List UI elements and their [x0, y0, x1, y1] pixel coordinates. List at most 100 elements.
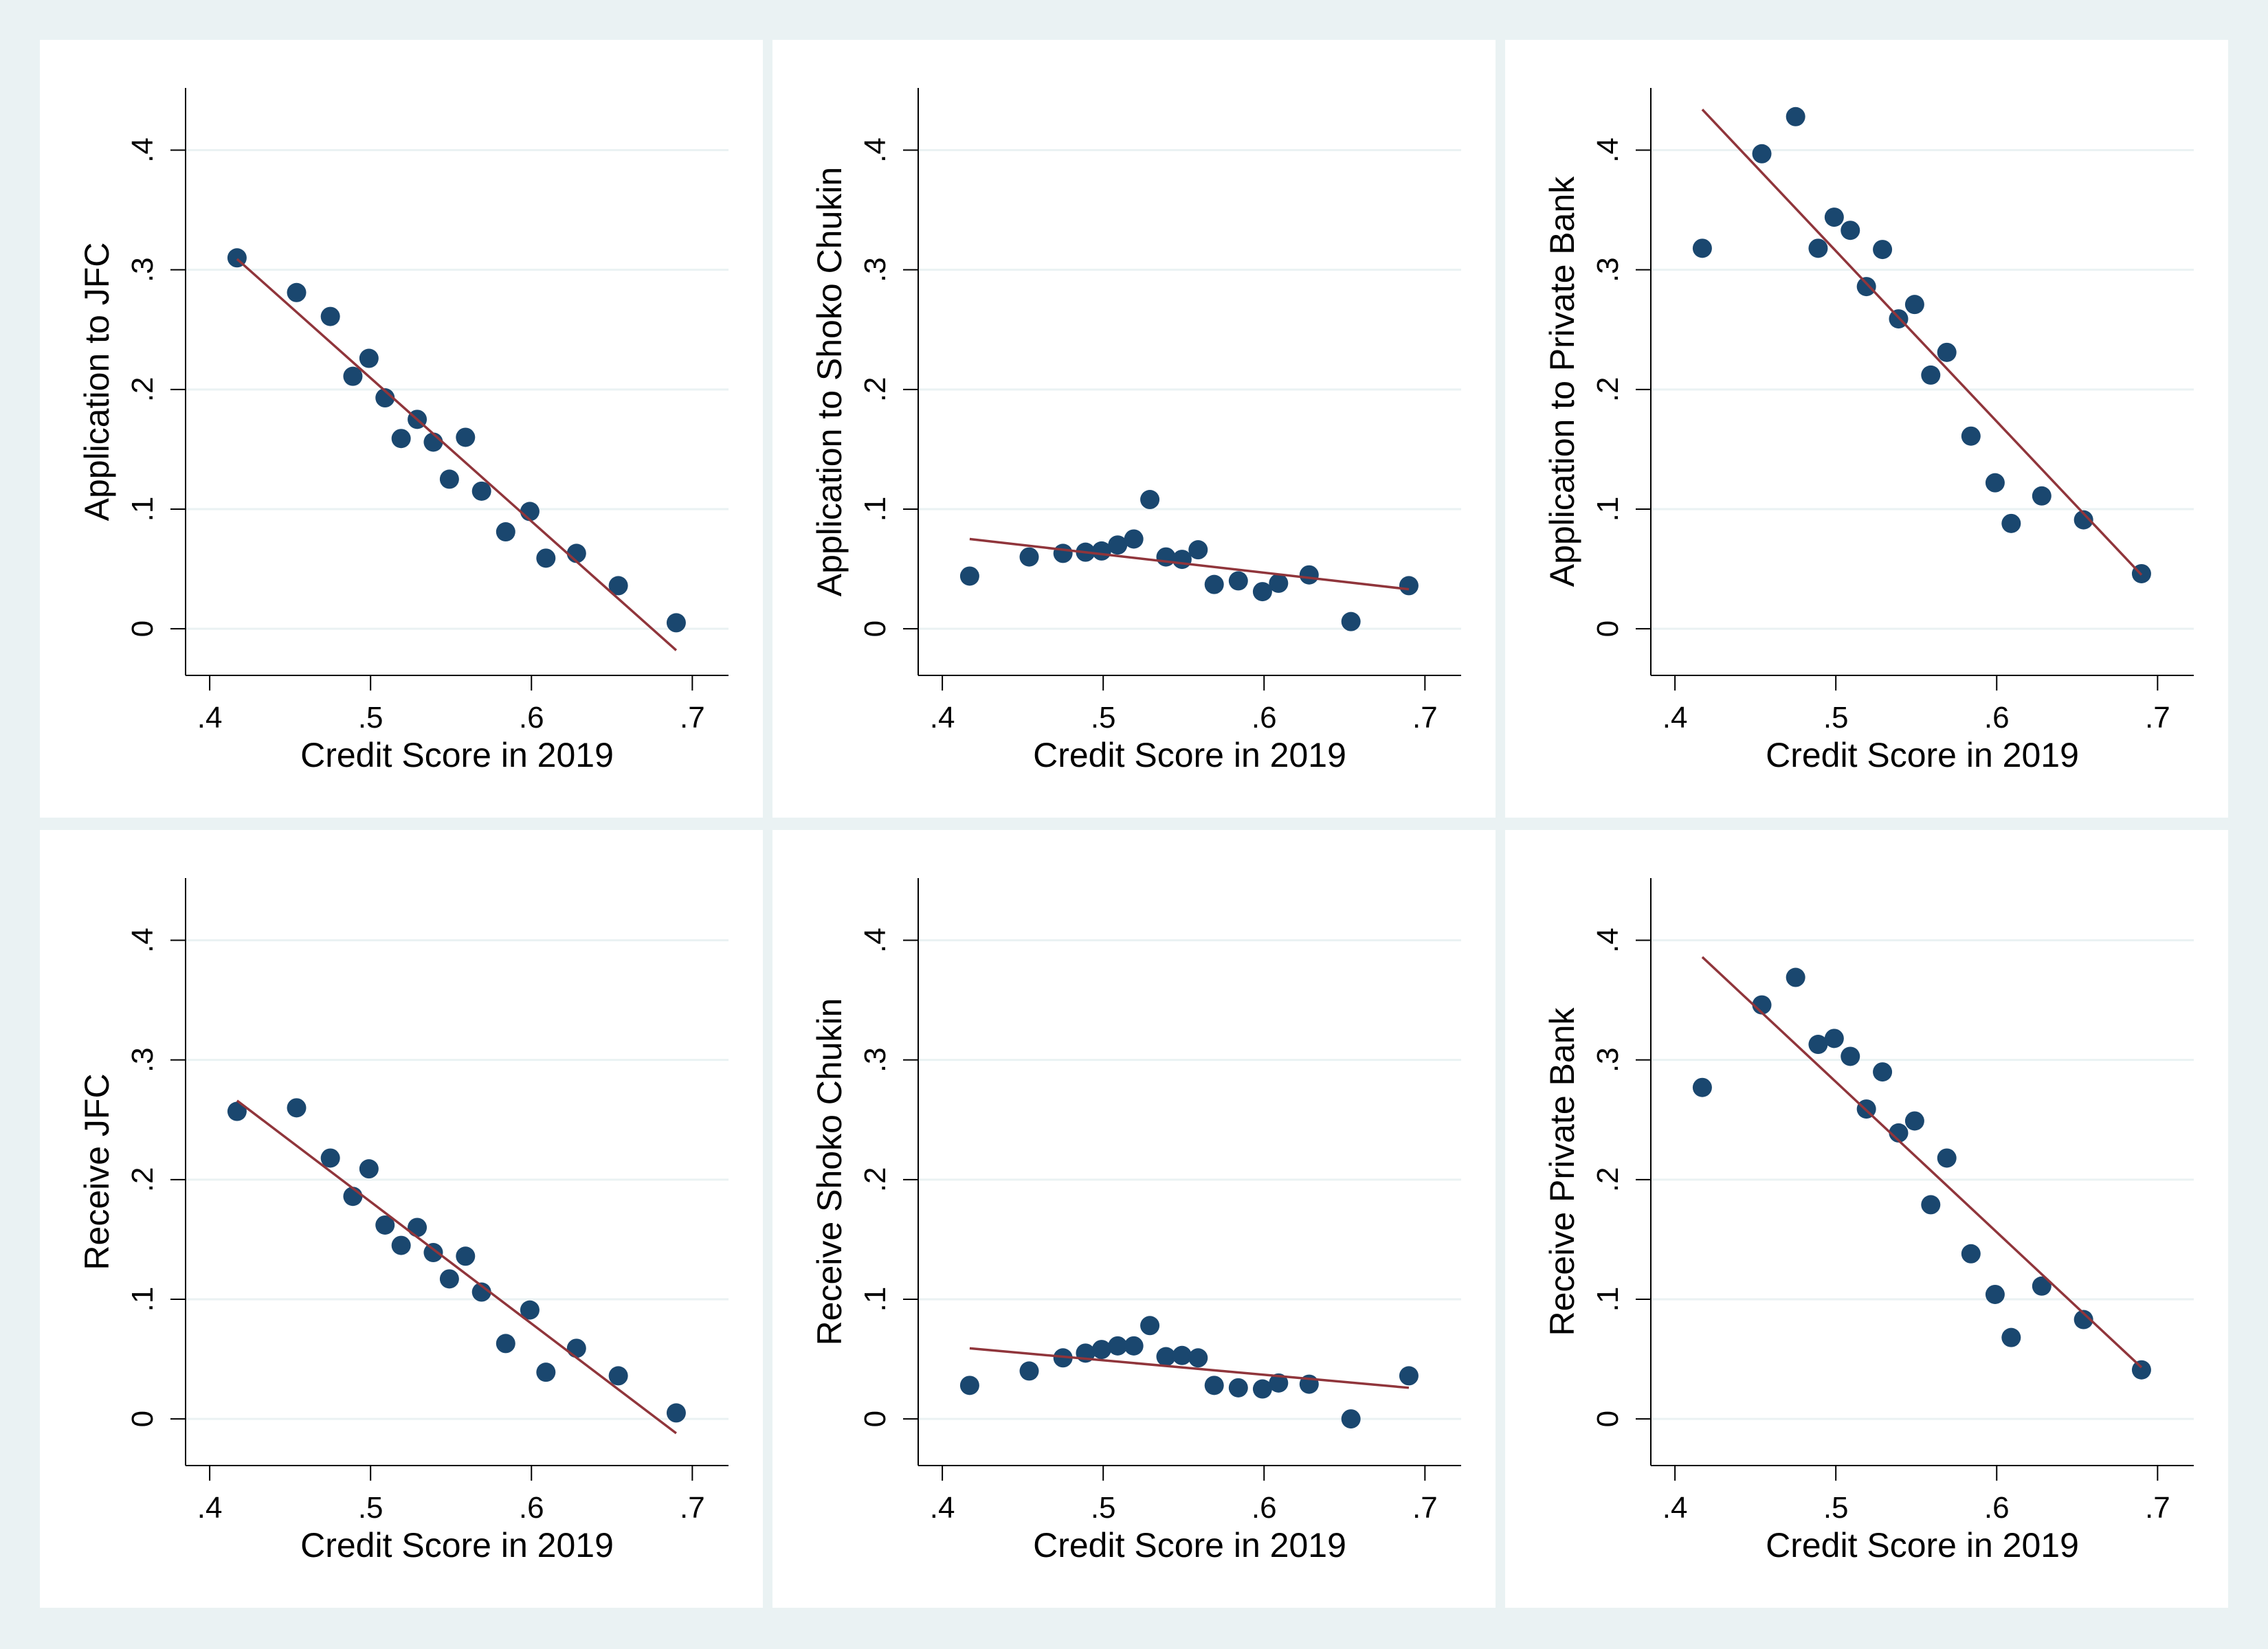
x-tick-label: .5: [358, 701, 383, 734]
data-point: [439, 1269, 459, 1289]
y-tick-label: .2: [1591, 1167, 1625, 1192]
data-point: [1140, 1316, 1160, 1336]
y-axis-title: Application to Shoko Chukin: [810, 167, 849, 596]
x-tick-label: .7: [2145, 1491, 2170, 1525]
data-point: [1692, 238, 1712, 258]
data-point: [471, 481, 491, 501]
y-tick-label: 0: [1591, 1411, 1625, 1427]
panel-2: 0 .1 .2 .3 .4 .4 .5 .6 .7 Credit Score in 2019 App…: [772, 40, 1496, 818]
data-point: [320, 1148, 340, 1168]
y-axis-title: Receive JFC: [78, 1073, 116, 1270]
data-point: [1873, 240, 1893, 260]
panel-background: [772, 40, 1496, 818]
panel-5: 0 .1 .2 .3 .4 .4 .5 .6 .7 Credit Score in 2019 Rec…: [772, 830, 1496, 1608]
data-point: [1921, 1195, 1941, 1215]
data-point: [496, 1334, 515, 1354]
x-axis-title: Credit Score in 2019: [1766, 736, 2079, 774]
x-tick-label: .4: [930, 1491, 955, 1525]
y-tick-label: .4: [1591, 137, 1625, 163]
data-point: [1156, 547, 1176, 567]
data-point: [1252, 1379, 1272, 1399]
y-tick-label: .4: [858, 137, 892, 163]
data-point: [608, 576, 628, 596]
y-tick-label: .2: [126, 377, 159, 402]
data-point: [2001, 513, 2021, 533]
x-tick-label: .4: [1663, 1491, 1688, 1525]
y-tick-label: 0: [1591, 620, 1625, 637]
fit-line: [969, 1347, 1410, 1389]
panel-3: 0 .1 .2 .3 .4 .4 .5 .6 .7 Credit Score in 2019 App…: [1505, 40, 2228, 818]
data-point: [1124, 529, 1144, 549]
y-tick-label: .3: [1591, 257, 1625, 282]
data-point: [1053, 543, 1073, 563]
y-tick-label: .3: [1591, 1047, 1625, 1073]
panel-1: 0 .1 .2 .3 .4 .4 .5 .6 .7 Credit Score in 2019 App…: [40, 40, 763, 818]
panel-6: 0 .1 .2 .3 .4 .4 .5 .6 .7 Credit Score in 2019 Rec…: [1505, 830, 2228, 1608]
x-tick-label: .6: [519, 701, 544, 734]
y-tick-label: .2: [126, 1167, 159, 1192]
fit-line: [236, 1099, 677, 1435]
y-tick-label: .2: [858, 1167, 892, 1192]
x-axis-title: Credit Score in 2019: [300, 736, 614, 774]
y-tick-label: .1: [126, 497, 159, 522]
data-point: [1341, 612, 1361, 631]
y-tick-label: .4: [858, 928, 892, 953]
data-point: [2131, 1360, 2151, 1380]
data-point: [343, 366, 363, 386]
fit-line: [1701, 956, 2143, 1369]
data-point: [375, 388, 395, 408]
x-tick-label: .7: [2145, 701, 2170, 734]
x-tick-label: .7: [680, 701, 705, 734]
panel-background: [40, 830, 763, 1608]
data-point: [666, 1403, 686, 1423]
y-axis-title: Receive Shoko Chukin: [810, 998, 849, 1346]
x-tick-label: .6: [519, 1491, 544, 1525]
data-point: [1228, 571, 1248, 591]
x-tick-label: .7: [1412, 701, 1438, 734]
data-point: [1985, 473, 2005, 493]
fit-line: [236, 258, 678, 651]
data-point: [520, 502, 540, 521]
data-point: [1269, 1373, 1289, 1393]
data-point: [1961, 426, 1981, 446]
data-point: [456, 427, 476, 447]
data-point: [608, 1366, 628, 1386]
data-point: [1889, 1123, 1909, 1143]
data-point: [1692, 1077, 1712, 1097]
data-point: [566, 1338, 586, 1358]
data-point: [1269, 573, 1289, 593]
data-point: [227, 1101, 247, 1121]
data-point: [666, 613, 686, 633]
y-tick-label: 0: [858, 1411, 892, 1427]
x-axis-title: Credit Score in 2019: [1033, 1526, 1346, 1564]
data-point: [1188, 540, 1208, 560]
x-tick-label: .6: [1252, 701, 1277, 734]
data-point: [1172, 550, 1192, 570]
data-point: [391, 1235, 411, 1255]
data-point: [439, 469, 459, 489]
panel-background: [40, 40, 763, 818]
x-tick-label: .6: [1252, 1491, 1277, 1525]
x-axis-title: Credit Score in 2019: [1766, 1526, 2079, 1564]
data-point: [456, 1246, 476, 1266]
panel-4: 0 .1 .2 .3 .4 .4 .5 .6 .7 Credit Score in 2019 Rec…: [40, 830, 763, 1608]
data-point: [1752, 144, 1772, 164]
panels: 0 .1 .2 .3 .4 .4 .5 .6 .7 Credit Score in 2019 App…: [40, 40, 2228, 1608]
data-point: [1856, 277, 1876, 297]
y-tick-label: .3: [858, 257, 892, 282]
data-point: [1399, 1366, 1419, 1386]
x-tick-label: .6: [1984, 701, 2010, 734]
x-tick-label: .6: [1984, 1491, 2010, 1525]
data-point: [1172, 1345, 1192, 1365]
y-tick-label: .4: [1591, 928, 1625, 953]
x-tick-label: .7: [680, 1491, 705, 1525]
y-tick-label: .4: [126, 928, 159, 953]
y-axis-title: Application to JFC: [78, 243, 116, 521]
data-point: [1108, 1336, 1128, 1356]
data-point: [423, 1243, 443, 1263]
data-point: [1808, 1035, 1828, 1055]
data-point: [471, 1282, 491, 1302]
data-point: [1904, 1111, 1924, 1131]
x-tick-label: .4: [930, 701, 955, 734]
data-point: [1921, 365, 1941, 385]
